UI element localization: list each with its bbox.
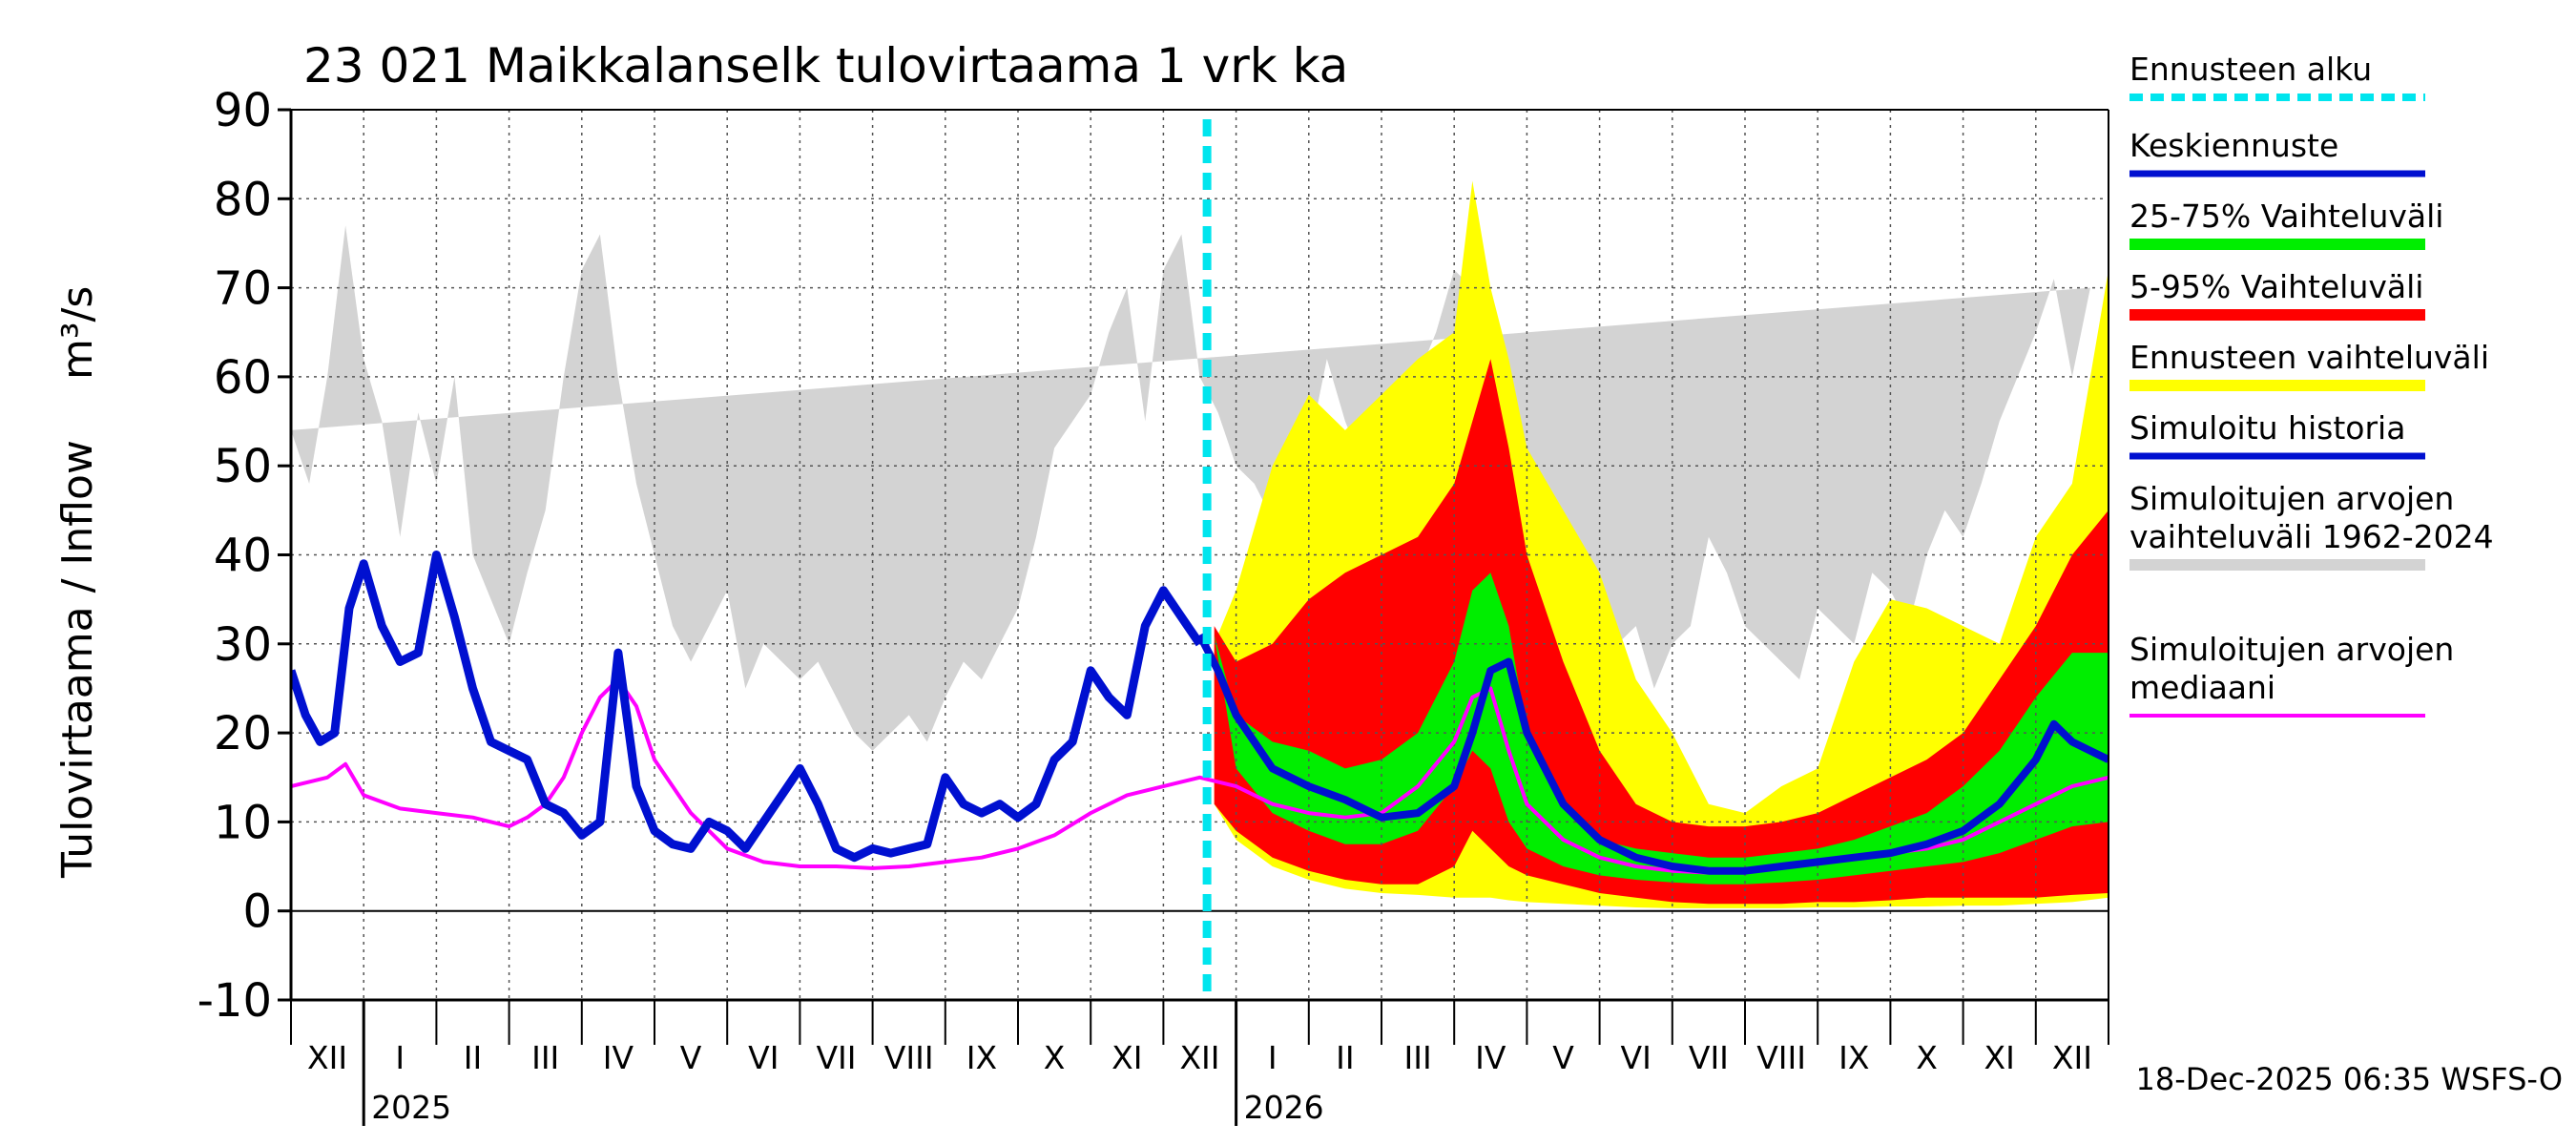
legend-label: Simuloitu historia	[2129, 409, 2405, 447]
month-label: IV	[603, 1039, 634, 1076]
lines-layer	[291, 119, 2109, 1000]
month-label: XII	[1179, 1039, 1219, 1076]
legend-label: Simuloitujen arvojen	[2129, 631, 2454, 668]
month-label: I	[395, 1039, 405, 1076]
simulated-history-line	[291, 551, 1204, 863]
y-tick-label: 60	[214, 351, 272, 405]
month-label: X	[1044, 1039, 1066, 1076]
series-layer	[291, 180, 2109, 908]
month-label: XI	[1984, 1039, 2015, 1076]
legend-label: Ennusteen vaihteluväli	[2129, 339, 2489, 376]
legend-label: vaihteluväli 1962-2024	[2129, 518, 2494, 555]
y-tick-label: 40	[214, 530, 272, 583]
y-axis-label: Tulovirtaama / Inflow	[53, 440, 102, 879]
p25-75-band	[1214, 572, 2109, 885]
historical-range-band	[291, 225, 2090, 751]
chart-title: 23 021 Maikkalanselk tulovirtaama 1 vrk …	[303, 38, 1348, 94]
y-tick-label: 70	[214, 262, 272, 316]
month-label: III	[531, 1039, 559, 1076]
y-tick-label: 20	[214, 707, 272, 760]
legend-label: 25-75% Vaihteluväli	[2129, 198, 2443, 235]
month-label: VII	[1689, 1039, 1729, 1076]
month-label: IX	[1839, 1039, 1869, 1076]
month-label: VIII	[884, 1039, 934, 1076]
y-tick-label: 50	[214, 440, 272, 493]
month-label: VI	[1621, 1039, 1652, 1076]
month-label: II	[464, 1039, 482, 1076]
y-tick-label: 0	[242, 885, 272, 939]
month-label: V	[1552, 1039, 1574, 1076]
month-label: VII	[816, 1039, 856, 1076]
y-tick-label: 30	[214, 618, 272, 672]
timestamp-footer: 18-Dec-2025 06:35 WSFS-O	[2136, 1061, 2563, 1097]
month-label: XII	[307, 1039, 347, 1076]
month-label: XI	[1111, 1039, 1142, 1076]
y-tick-label: 10	[214, 796, 272, 849]
legend-label: Keskiennuste	[2129, 127, 2338, 164]
y-tick-label: 90	[214, 84, 272, 137]
legend-label: 5-95% Vaihteluväli	[2129, 268, 2423, 305]
month-label: VIII	[1756, 1039, 1806, 1076]
y-axis-unit: m³/s	[53, 286, 102, 380]
y-tick-label: -10	[197, 974, 272, 1028]
legend: Ennusteen alku Keskiennuste 25-75% Vaihtel…	[2129, 51, 2494, 718]
month-label: V	[680, 1039, 702, 1076]
year-label: 2025	[371, 1089, 451, 1126]
legend-label: Ennusteen alku	[2129, 51, 2372, 88]
y-tick-label: 80	[214, 173, 272, 226]
month-label: II	[1336, 1039, 1354, 1076]
month-label: I	[1268, 1039, 1278, 1076]
legend-label: Simuloitujen arvojen	[2129, 480, 2454, 517]
legend-label: mediaani	[2129, 669, 2275, 706]
month-label: III	[1403, 1039, 1431, 1076]
month-label: XII	[2052, 1039, 2092, 1076]
month-label: IX	[966, 1039, 997, 1076]
month-label: IV	[1475, 1039, 1506, 1076]
month-label: VI	[748, 1039, 779, 1076]
year-label: 2026	[1244, 1089, 1324, 1126]
month-label: X	[1916, 1039, 1938, 1076]
forecast-mean-line	[1195, 633, 2109, 875]
